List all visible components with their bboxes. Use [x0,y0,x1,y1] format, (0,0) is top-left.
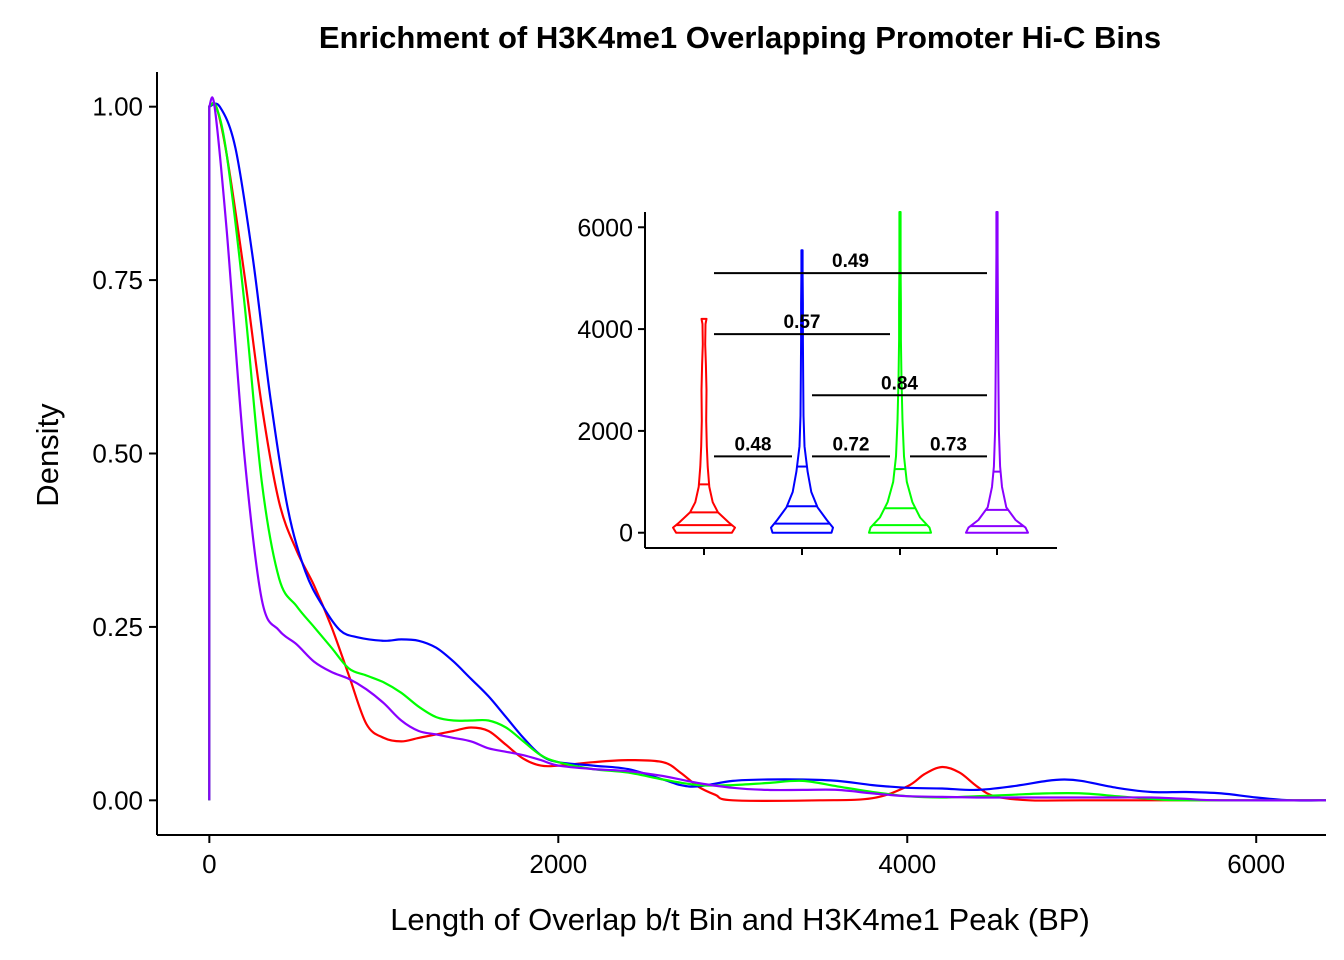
comparison-label: 0.73 [930,434,967,455]
density-line-4 [208,96,1327,802]
inset-y-tick-label: 6000 [577,214,633,242]
comparison-label: 0.84 [881,373,918,394]
y-axis-title: Density [30,403,65,507]
density-line-3 [208,102,1327,802]
comparison-label: 0.57 [784,312,821,333]
inset-y-tick-label: 2000 [577,418,633,446]
comparison-label: 0.72 [833,434,870,455]
x-tick-label: 6000 [1227,849,1285,879]
violin-2 [770,249,834,534]
x-tick-label: 4000 [878,849,936,879]
comparison-label: 0.48 [735,434,772,455]
y-tick-label: 0.50 [92,439,143,469]
inset-comparisons: 0.48 0.72 0.73 0.84 0.57 0.49 [714,251,987,458]
inset-y-tick-label: 0 [619,520,633,548]
inset-violin-plot: 0 2000 4000 6000 0.48 0.72 0.73 0.84 0.57 0.49 [577,211,1057,555]
y-tick-label: 1.00 [92,92,143,122]
density-line-1 [208,102,1326,802]
violin-4 [965,211,1029,534]
density-line-2 [208,102,1327,802]
violin-1 [672,317,736,534]
y-tick-label: 0.00 [92,785,143,815]
y-tick-label: 0.75 [92,265,143,295]
comparison-label: 0.49 [832,251,869,272]
chart-title: Enrichment of H3K4me1 Overlapping Promot… [319,20,1161,55]
violin-3 [868,211,932,534]
inset-axes: 0 2000 4000 6000 [577,212,1057,555]
inset-y-tick-label: 4000 [577,316,633,344]
main-axes: 0 2000 4000 6000 0.00 0.25 0.50 0.75 1.00 [92,72,1326,879]
main-series-group [208,96,1327,802]
x-axis-title: Length of Overlap b/t Bin and H3K4me1 Pe… [390,902,1090,937]
inset-violins [672,211,1029,534]
x-tick-label: 2000 [529,849,587,879]
y-tick-label: 0.25 [92,612,143,642]
x-tick-label: 0 [202,849,216,879]
